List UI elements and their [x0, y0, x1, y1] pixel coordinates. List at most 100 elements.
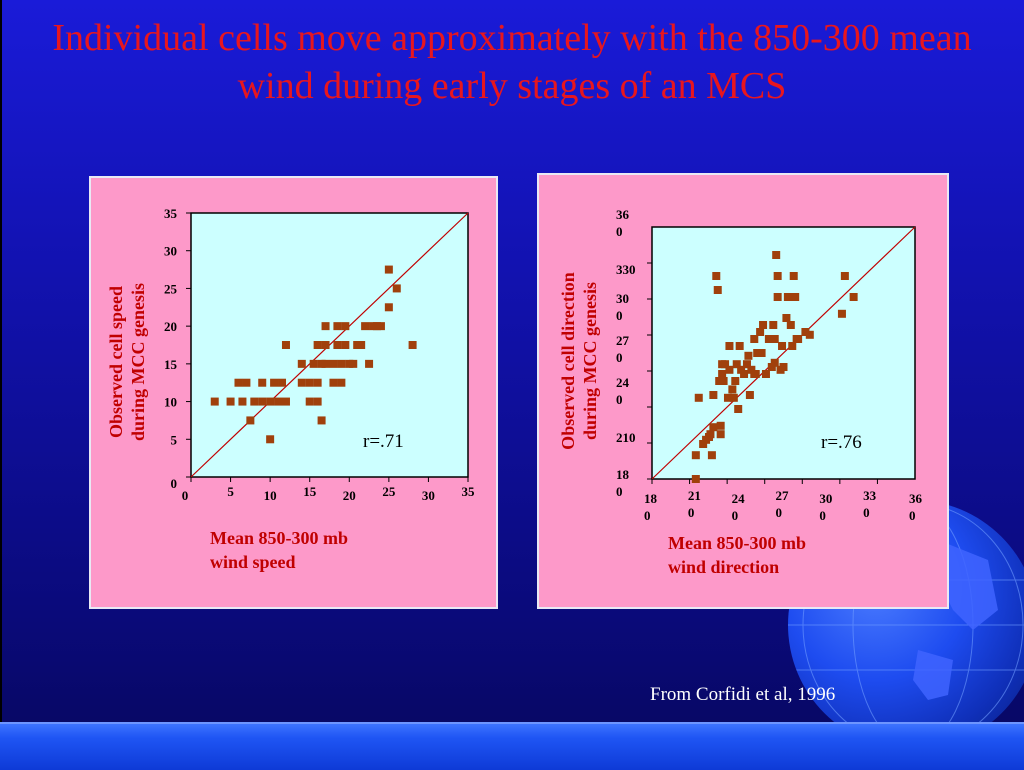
slide-title: Individual cells move approximately with…: [52, 17, 972, 107]
x-tick-label: 25: [382, 484, 396, 499]
data-point: [694, 393, 703, 402]
data-point: [281, 341, 290, 349]
data-point: [266, 435, 275, 444]
x-tick-label: 36 0: [909, 491, 923, 523]
data-point: [734, 405, 743, 413]
data-point: [333, 322, 342, 331]
x-tick-label: 20: [343, 488, 356, 503]
data-point: [757, 349, 766, 357]
data-point: [747, 365, 756, 374]
data-point: [305, 397, 314, 406]
data-point: [756, 328, 765, 336]
y-tick-label: 35: [164, 206, 178, 221]
data-point: [309, 359, 318, 368]
data-point: [716, 421, 725, 430]
data-point: [712, 272, 721, 280]
data-point: [384, 265, 393, 274]
data-point: [707, 451, 716, 460]
data-point: [767, 363, 776, 371]
data-point: [297, 378, 306, 387]
data-point: [699, 440, 708, 448]
data-point: [713, 286, 722, 294]
data-point: [779, 363, 788, 371]
speed-x-axis-label: Mean 850-300 mb wind speed: [210, 526, 348, 574]
data-point: [357, 341, 366, 349]
x-tick-label: 5: [227, 484, 234, 499]
y-tick-label: 25: [164, 281, 178, 296]
data-point: [408, 341, 417, 349]
data-point: [709, 391, 718, 399]
data-point: [837, 309, 846, 318]
data-point: [759, 321, 768, 329]
data-point: [361, 322, 370, 331]
x-tick-label: 10: [264, 488, 277, 503]
data-point: [764, 335, 773, 343]
y-tick-label: 20: [164, 319, 177, 334]
y-tick-label: 15: [164, 357, 178, 372]
correlation-annotation: r=.76: [821, 432, 862, 453]
data-point: [770, 358, 779, 367]
x-tick-label: 30: [422, 488, 435, 503]
data-point: [735, 342, 744, 350]
data-point: [709, 423, 718, 432]
data-point: [745, 391, 754, 399]
data-point: [691, 451, 700, 460]
data-point: [753, 349, 762, 357]
data-point: [744, 351, 753, 360]
data-point: [706, 430, 715, 439]
x-tick-label: 0: [182, 488, 189, 503]
data-point: [849, 293, 858, 301]
data-point: [691, 475, 700, 483]
data-point: [725, 365, 734, 374]
data-point: [737, 365, 746, 374]
y-tick-label: 330: [616, 262, 636, 277]
y-tick-label: 5: [171, 432, 178, 447]
data-point: [242, 378, 251, 387]
y-tick-label: 30: [164, 244, 177, 259]
data-point: [773, 293, 782, 301]
direction-chart-panel: 18 0 21 0 24 0 27 0 30 0 33 0 36 0 18 0 210 24 0 27 0 30 0 330 3…: [537, 173, 949, 609]
data-point: [761, 370, 770, 378]
data-point: [376, 322, 385, 331]
data-point: [337, 378, 346, 387]
data-point: [341, 341, 350, 349]
data-point: [731, 377, 740, 385]
data-point: [805, 330, 814, 339]
data-point: [266, 397, 275, 406]
data-point: [278, 378, 287, 387]
direction-x-axis-label: Mean 850-300 mb wind direction: [668, 531, 806, 579]
data-point: [281, 397, 290, 406]
direction-x-axis-label-line1: Mean 850-300 mb: [668, 533, 806, 553]
y-axis-label: Observed cell speed during MCC genesis: [106, 283, 148, 441]
data-point: [297, 359, 306, 368]
footer-bar: [0, 722, 1024, 770]
direction-scatter-chart: 18 0 21 0 24 0 27 0 30 0 33 0 36 0 18 0 210 24 0 27 0 30 0 330 3…: [558, 207, 923, 523]
data-point: [728, 385, 737, 394]
data-point: [742, 360, 751, 369]
data-point: [721, 360, 730, 369]
source-credit: From Corfidi et al, 1996: [650, 684, 836, 705]
data-point: [313, 378, 322, 387]
data-point: [773, 272, 782, 280]
data-point: [718, 370, 727, 378]
data-point: [715, 377, 724, 385]
data-point: [751, 370, 760, 378]
data-point: [321, 322, 330, 331]
reference-line: [651, 226, 916, 480]
direction-x-axis-label-line2: wind direction: [668, 557, 780, 577]
y-tick-label: 27 0: [616, 333, 630, 365]
data-point: [349, 359, 358, 368]
data-point: [329, 378, 338, 387]
x-tick-label: 21 0: [688, 488, 701, 520]
speed-scatter-chart: 0 5 10 15 20 25 30 35 0 5 10 15 20 25 30 35 r=.71 Observe…: [106, 206, 475, 503]
data-point: [788, 342, 797, 350]
data-point: [234, 378, 243, 387]
data-point: [258, 378, 267, 387]
data-point: [270, 378, 279, 387]
data-point: [725, 342, 734, 350]
data-point: [238, 397, 247, 406]
data-point: [786, 321, 795, 329]
y-tick-label: 10: [164, 395, 177, 410]
data-point: [770, 335, 779, 343]
data-point: [321, 359, 330, 368]
